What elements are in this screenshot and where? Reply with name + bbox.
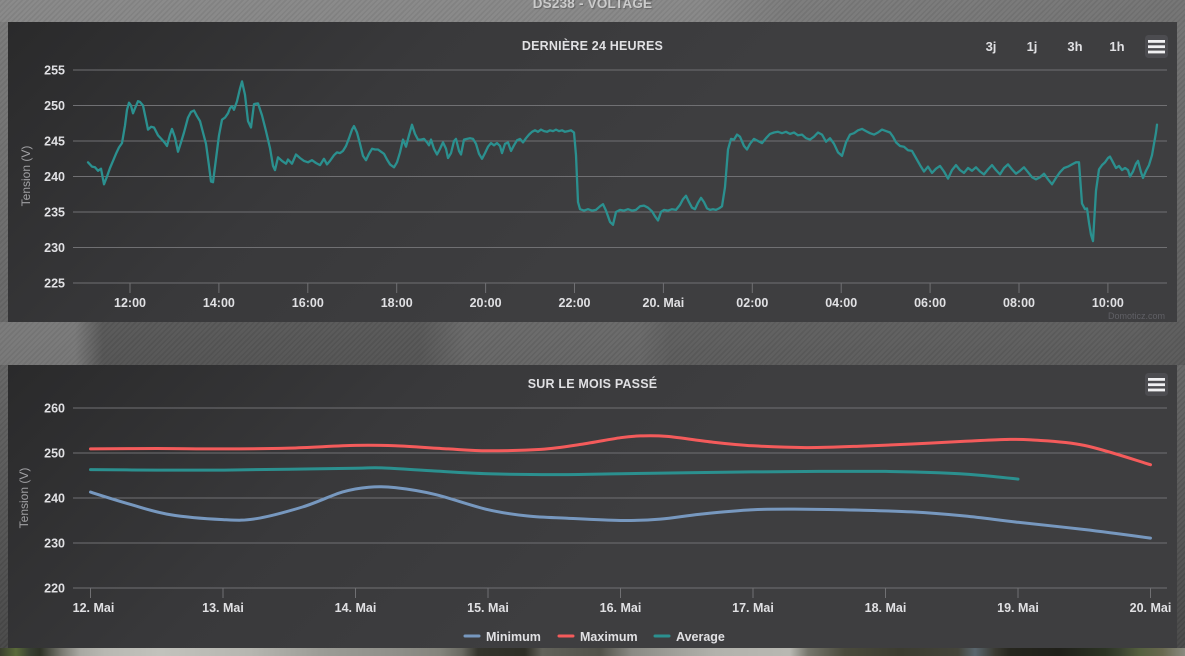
svg-text:230: 230: [44, 537, 65, 551]
svg-text:225: 225: [44, 277, 65, 291]
svg-text:02:00: 02:00: [736, 296, 768, 310]
svg-text:235: 235: [44, 206, 65, 220]
svg-text:260: 260: [44, 402, 65, 416]
svg-text:Minimum: Minimum: [486, 630, 541, 644]
svg-text:12. Mai: 12. Mai: [73, 601, 115, 615]
svg-text:1j: 1j: [1027, 39, 1038, 54]
svg-text:14:00: 14:00: [203, 296, 235, 310]
svg-text:08:00: 08:00: [1003, 296, 1035, 310]
svg-text:20. Mai: 20. Mai: [643, 296, 685, 310]
svg-text:18. Mai: 18. Mai: [865, 601, 907, 615]
svg-text:230: 230: [44, 241, 65, 255]
svg-text:16. Mai: 16. Mai: [600, 601, 642, 615]
svg-text:17. Mai: 17. Mai: [732, 601, 774, 615]
svg-text:Average: Average: [676, 630, 725, 644]
svg-text:3h: 3h: [1067, 39, 1082, 54]
svg-text:DERNIÈRE 24 HEURES: DERNIÈRE 24 HEURES: [522, 38, 663, 53]
svg-text:240: 240: [44, 170, 65, 184]
svg-text:18:00: 18:00: [381, 296, 413, 310]
svg-text:Tension (V): Tension (V): [19, 146, 33, 207]
svg-text:13. Mai: 13. Mai: [202, 601, 244, 615]
svg-text:16:00: 16:00: [292, 296, 324, 310]
svg-text:19. Mai: 19. Mai: [997, 601, 1039, 615]
svg-text:22:00: 22:00: [559, 296, 591, 310]
svg-text:3j: 3j: [986, 39, 997, 54]
svg-text:SUR LE MOIS PASSÉ: SUR LE MOIS PASSÉ: [528, 376, 658, 391]
svg-text:06:00: 06:00: [914, 296, 946, 310]
svg-text:Tension (V): Tension (V): [17, 468, 31, 529]
svg-text:1h: 1h: [1109, 39, 1124, 54]
svg-text:20. Mai: 20. Mai: [1130, 601, 1172, 615]
svg-text:240: 240: [44, 492, 65, 506]
svg-text:20:00: 20:00: [470, 296, 502, 310]
svg-text:10:00: 10:00: [1092, 296, 1124, 310]
svg-text:220: 220: [44, 582, 65, 596]
svg-text:15. Mai: 15. Mai: [467, 601, 509, 615]
svg-text:12:00: 12:00: [114, 296, 146, 310]
svg-text:245: 245: [44, 135, 65, 149]
svg-text:250: 250: [44, 99, 65, 113]
svg-text:14. Mai: 14. Mai: [335, 601, 377, 615]
svg-text:255: 255: [44, 64, 65, 78]
svg-text:04:00: 04:00: [825, 296, 857, 310]
svg-text:Maximum: Maximum: [580, 630, 638, 644]
svg-text:Domoticz.com: Domoticz.com: [1108, 311, 1165, 321]
svg-text:250: 250: [44, 447, 65, 461]
